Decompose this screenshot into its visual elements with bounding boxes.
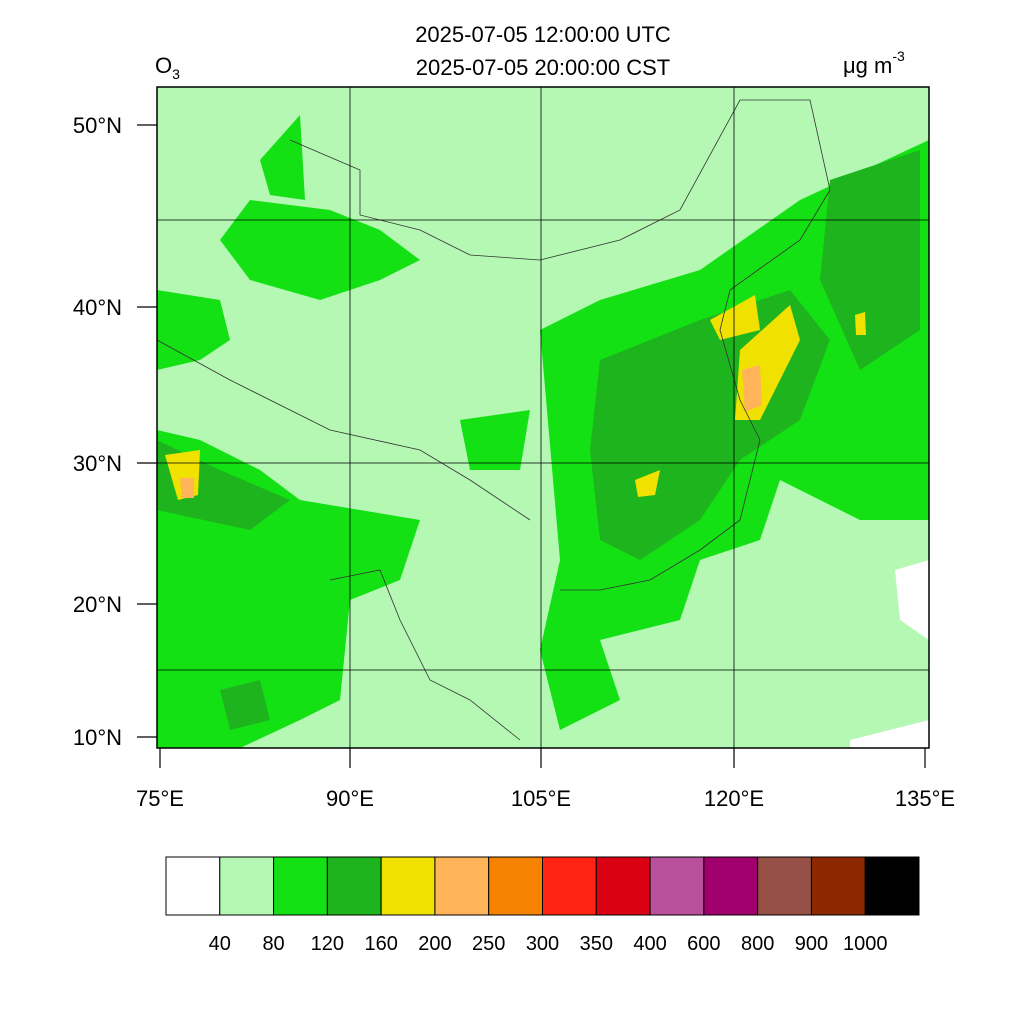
variable-label: O3 bbox=[155, 53, 180, 82]
variable-subscript: 3 bbox=[172, 66, 180, 82]
lon-label: 90°E bbox=[326, 786, 374, 811]
axes: 50°N 40°N 30°N 20°N 10°N 75°E 90°E 105°E 120°E 13… bbox=[73, 113, 955, 811]
units-exponent: -3 bbox=[892, 48, 905, 64]
lat-label: 40°N bbox=[73, 295, 122, 320]
lon-label: 105°E bbox=[511, 786, 571, 811]
ozone-field-max bbox=[180, 365, 762, 498]
missing-area bbox=[850, 560, 929, 748]
colorbar-label: 350 bbox=[580, 933, 613, 955]
colorbar-box bbox=[595, 856, 651, 916]
colorbar: 40 80 120 160 200 250 300 350 400 600 800 900 1000 bbox=[165, 856, 920, 955]
lon-label: 75°E bbox=[136, 786, 184, 811]
colorbar-box bbox=[434, 856, 490, 916]
colorbar-box bbox=[703, 856, 759, 916]
lat-label: 10°N bbox=[73, 725, 122, 750]
variable-symbol: O bbox=[155, 53, 172, 78]
colorbar-box bbox=[864, 856, 920, 916]
colorbar-box bbox=[219, 856, 275, 916]
colorbar-label: 600 bbox=[687, 933, 720, 955]
colorbar-box bbox=[757, 856, 812, 916]
lat-label: 30°N bbox=[73, 451, 122, 476]
title-line2: 2025-07-05 20:00:00 CST bbox=[416, 55, 670, 80]
colorbar-label: 900 bbox=[795, 933, 828, 955]
colorbar-box bbox=[488, 856, 544, 916]
colorbar-label: 200 bbox=[418, 933, 451, 955]
colorbar-label: 40 bbox=[209, 933, 231, 955]
colorbar-box bbox=[273, 856, 328, 916]
lon-label: 120°E bbox=[704, 786, 764, 811]
title-line1: 2025-07-05 12:00:00 UTC bbox=[415, 22, 671, 47]
colorbar-label: 80 bbox=[262, 933, 284, 955]
colorbar-box bbox=[542, 856, 597, 916]
colorbar-box bbox=[810, 856, 866, 916]
colorbar-box bbox=[380, 856, 436, 916]
boundaries bbox=[157, 99, 831, 741]
units-label: μg m-3 bbox=[843, 48, 905, 78]
colorbar-box bbox=[165, 856, 221, 916]
lat-label: 20°N bbox=[73, 592, 122, 617]
colorbar-label: 160 bbox=[364, 933, 397, 955]
colorbar-label: 120 bbox=[311, 933, 344, 955]
lon-label: 135°E bbox=[895, 786, 955, 811]
lat-label: 50°N bbox=[73, 113, 122, 138]
map-frame bbox=[156, 86, 930, 749]
graticule bbox=[157, 87, 929, 748]
units-base: μg m bbox=[843, 53, 892, 78]
colorbar-label: 300 bbox=[526, 933, 559, 955]
colorbar-label: 250 bbox=[472, 933, 505, 955]
colorbar-box bbox=[326, 856, 382, 916]
colorbar-label: 800 bbox=[741, 933, 774, 955]
colorbar-box bbox=[649, 856, 705, 916]
colorbar-label: 1000 bbox=[843, 933, 888, 955]
map bbox=[156, 86, 930, 749]
colorbar-label: 400 bbox=[633, 933, 666, 955]
